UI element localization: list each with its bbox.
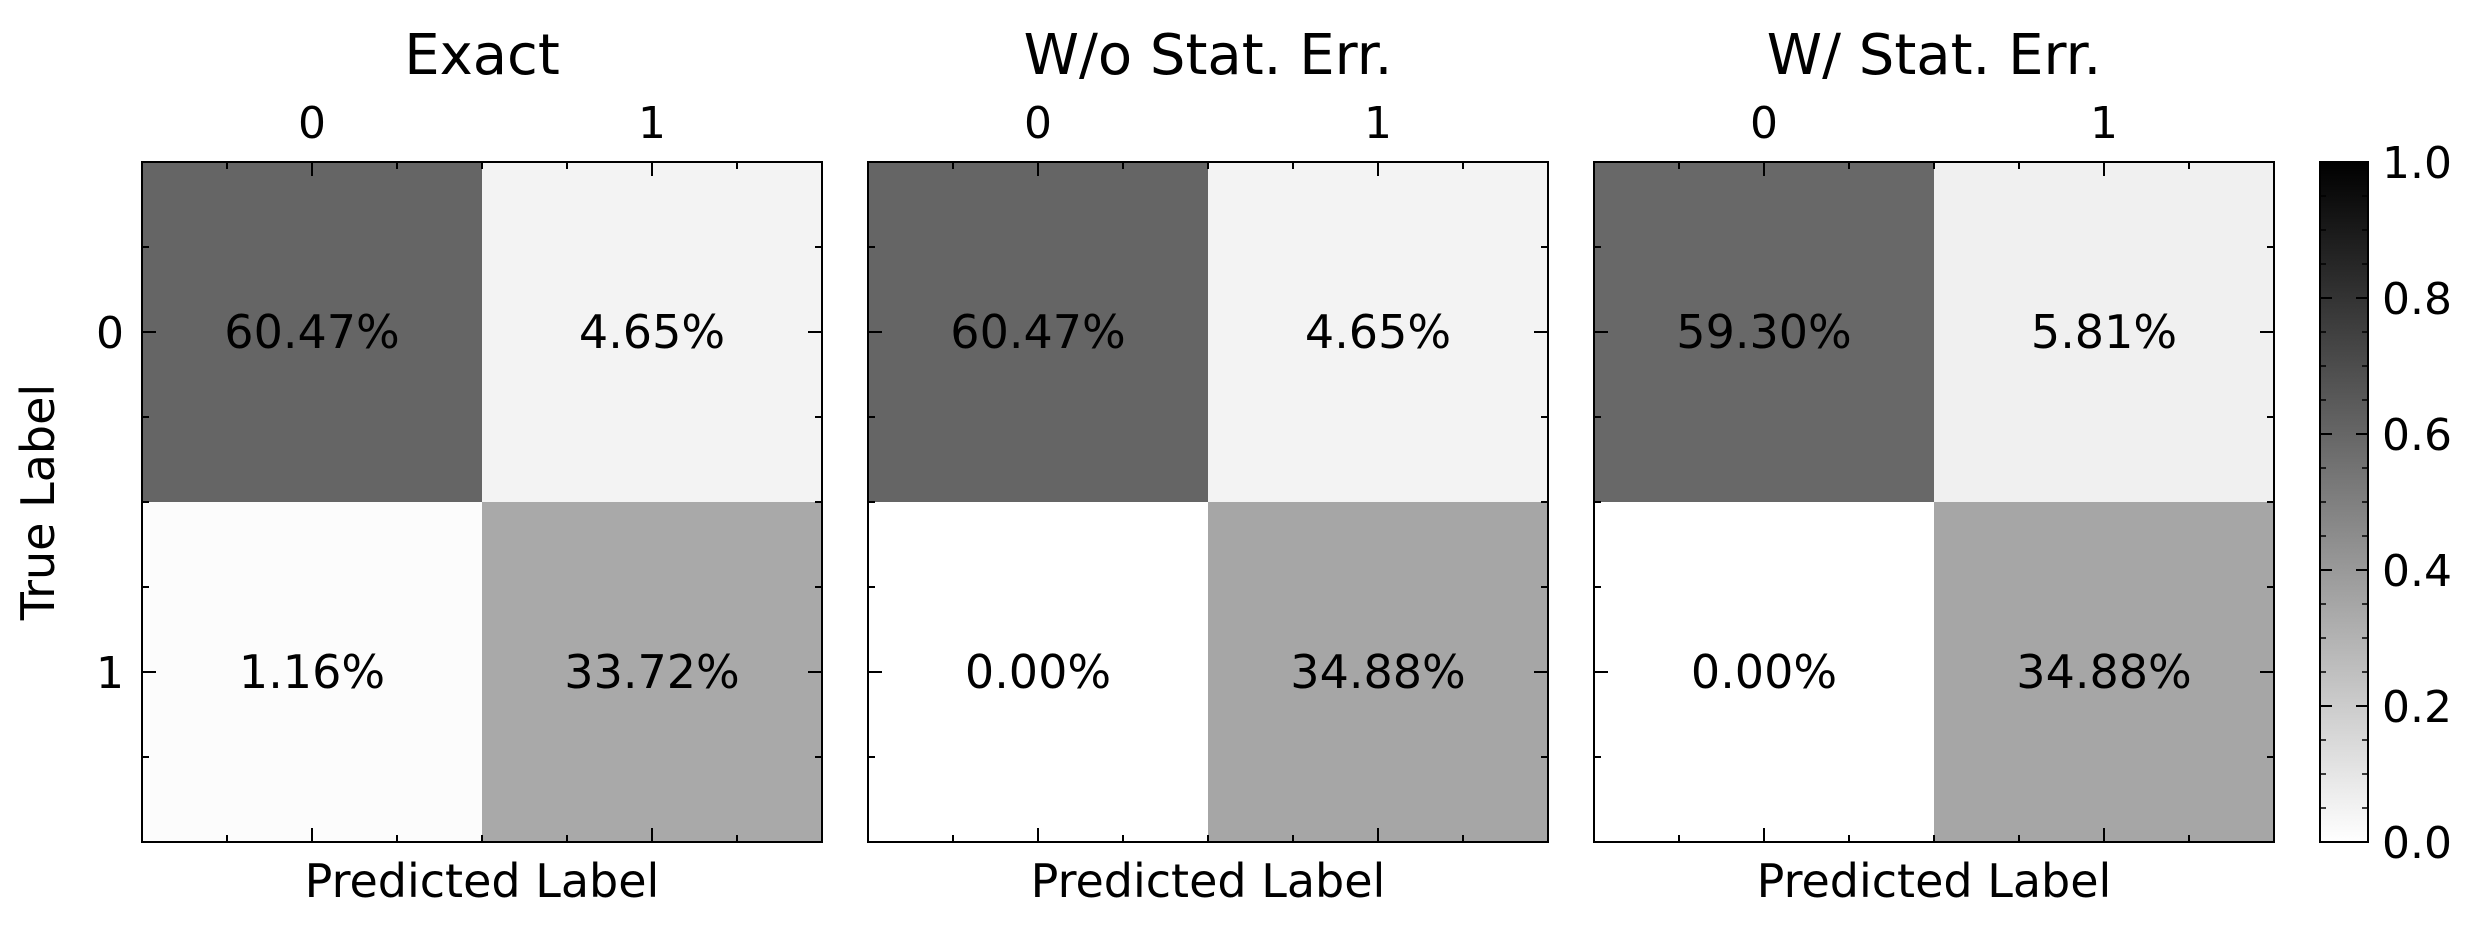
cell-value-label: 34.88% [1290, 645, 1465, 699]
cell-value-label: 4.65% [1305, 305, 1451, 359]
x-tick-label: 1 [1364, 98, 1392, 149]
panel-title: W/o Stat. Err. [1024, 23, 1393, 88]
x-axis-label: Predicted Label [305, 854, 660, 908]
heatmap-cell [1594, 162, 1934, 502]
colorbar: 0.0 0.2 0.4 0.6 0.8 1.0 [2319, 138, 2452, 869]
x-axis-label: Predicted Label [1031, 854, 1386, 908]
y-tick-label: 1 [96, 648, 124, 699]
heatmap-cell [482, 162, 822, 502]
heatmap-cell [1208, 502, 1548, 842]
x-tick-label: 0 [1750, 98, 1778, 149]
colorbar-tick-label: 0.0 [2382, 818, 2452, 869]
cell-value-label: 0.00% [1691, 645, 1837, 699]
heatmap-cell [482, 502, 822, 842]
cell-value-label: 59.30% [1676, 305, 1851, 359]
heatmap-cell [868, 162, 1208, 502]
x-tick-label: 1 [638, 98, 666, 149]
cell-value-label: 5.81% [2031, 305, 2177, 359]
heatmap-panel: 60.47% 4.65% 1.16% 33.72% Exact 0 1 0 1 Predicted… [11, 23, 823, 908]
heatmap-cell [1594, 502, 1934, 842]
cell-value-label: 1.16% [239, 645, 385, 699]
cell-value-label: 4.65% [579, 305, 725, 359]
colorbar-tick-label: 0.6 [2382, 410, 2452, 461]
colorbar-tick-label: 0.4 [2382, 546, 2452, 597]
cell-value-label: 60.47% [950, 305, 1125, 359]
panel-title: Exact [404, 23, 560, 88]
heatmap-panel: 59.30% 5.81% 0.00% 34.88% W/ Stat. Err. 0 1 Pre… [1593, 23, 2275, 908]
heatmap-cell [1934, 502, 2274, 842]
x-axis-label: Predicted Label [1757, 854, 2112, 908]
x-tick-label: 0 [298, 98, 326, 149]
colorbar-gradient [2319, 161, 2369, 843]
panel-title: W/ Stat. Err. [1767, 23, 2102, 88]
x-tick-label: 1 [2090, 98, 2118, 149]
cell-value-label: 34.88% [2016, 645, 2191, 699]
colorbar-tick-label: 0.2 [2382, 682, 2452, 733]
heatmap-cell [142, 502, 482, 842]
cell-value-label: 33.72% [564, 645, 739, 699]
colorbar-tick-label: 1.0 [2382, 138, 2452, 189]
heatmap-cell [868, 502, 1208, 842]
cell-value-label: 0.00% [965, 645, 1111, 699]
y-tick-label: 0 [96, 308, 124, 359]
heatmap-cell [1208, 162, 1548, 502]
cell-value-label: 60.47% [224, 305, 399, 359]
heatmap-cell [1934, 162, 2274, 502]
colorbar-tick-label: 0.8 [2382, 274, 2452, 325]
x-tick-label: 0 [1024, 98, 1052, 149]
heatmap-panel: 60.47% 4.65% 0.00% 34.88% W/o Stat. Err. 0 1 Pr… [867, 23, 1549, 908]
heatmap-cell [142, 162, 482, 502]
y-axis-label: True Label [11, 384, 65, 621]
